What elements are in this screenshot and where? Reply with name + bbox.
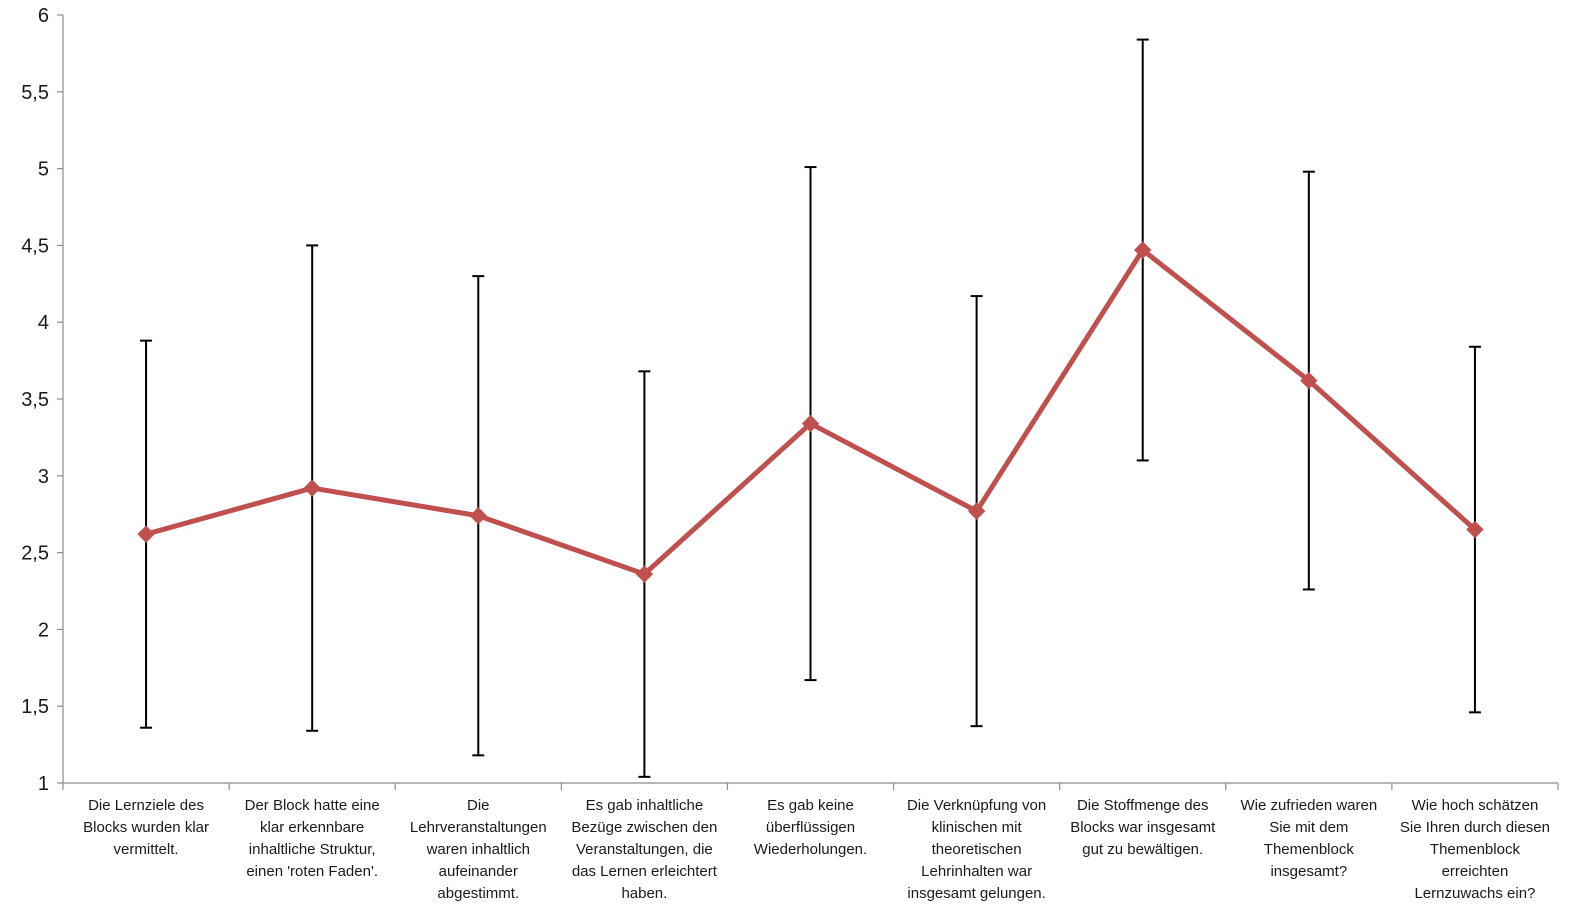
x-category-label-line: Themenblock: [1430, 841, 1521, 858]
x-category-label-line: theoretischen: [932, 841, 1022, 858]
x-category-label-line: insgesamt gelungen.: [907, 885, 1045, 902]
data-point-marker: [801, 414, 820, 433]
x-category-label-line: abgestimmt.: [437, 885, 519, 902]
y-tick-label: 6: [38, 5, 49, 27]
x-category-label-line: Wie hoch schätzen: [1412, 797, 1539, 814]
x-category-label-line: aufeinander: [439, 863, 518, 880]
x-category-label: Wie zufrieden waren Sie mit dem Themenbloc…: [1240, 797, 1377, 880]
x-category-label-line: Es gab inhaltliche: [586, 797, 704, 814]
x-category-label-line: Der Block hatte eine: [245, 797, 380, 814]
x-category-label-line: das Lernen erleichtert: [572, 863, 718, 880]
x-category-label-line: Wie zufrieden waren: [1240, 797, 1377, 814]
y-tick-label: 3: [38, 466, 49, 488]
x-category-label-line: Lehrinhalten war: [921, 863, 1032, 880]
x-category-label-line: Es gab keine: [767, 797, 854, 814]
x-category-label-line: Die Verknüpfung von: [907, 797, 1046, 814]
data-point-marker: [1134, 241, 1152, 259]
x-category-label-line: vermittelt.: [114, 841, 179, 858]
x-category-label-line: Lernzuwachs ein?: [1414, 885, 1535, 902]
x-category-label: Der Block hatte eine klar erkennbare inhal…: [245, 797, 380, 880]
x-category-label-line: klinischen mit: [932, 819, 1023, 836]
data-point-marker: [303, 479, 321, 497]
x-axis-ticks: Die Lernziele des Blocks wurden klar vermi…: [62, 783, 1559, 902]
x-category-label-line: Wiederholungen.: [754, 841, 867, 858]
y-tick-label: 5: [38, 159, 49, 181]
y-axis-ticks: 1 1,5 2 2,5 3 3,5 4 4,5 5 5,5 6: [21, 5, 63, 795]
x-category-label-line: erreichten: [1442, 863, 1509, 880]
x-category-label-line: Veranstaltungen, die: [576, 841, 713, 858]
data-point-marker: [967, 502, 986, 520]
y-tick-label: 1,5: [21, 696, 49, 718]
y-tick-label: 2,5: [21, 543, 49, 565]
y-tick-label: 3,5: [21, 389, 49, 411]
x-category-label: Es gab keine überflüssigen Wiederholungen.: [754, 797, 867, 858]
data-point-marker: [635, 565, 654, 583]
x-category-label-line: Die Stoffmenge des: [1077, 797, 1208, 814]
x-category-label-line: insgesamt?: [1270, 863, 1347, 880]
x-category-label-line: Die: [467, 797, 490, 814]
x-category-label-line: Sie mit dem: [1269, 819, 1348, 836]
x-category-label: Die Verknüpfung von klinischen mit theoret…: [907, 797, 1046, 902]
x-category-label-line: Sie Ihren durch diesen: [1400, 819, 1550, 836]
y-tick-label: 1: [38, 773, 49, 795]
x-category-label: Es gab inhaltliche Bezüge zwischen den Ver…: [571, 797, 717, 902]
data-point-marker: [469, 507, 487, 525]
x-category-label-line: inhaltliche Struktur,: [249, 841, 376, 858]
x-category-label-line: Themenblock: [1264, 841, 1355, 858]
x-category-label-line: klar erkennbare: [260, 819, 364, 836]
x-category-label-line: gut zu bewältigen.: [1082, 841, 1203, 858]
x-category-label-line: Lehrveranstaltungen: [410, 819, 547, 836]
x-category-label: Die Lehrveranstaltungen waren inhaltlich au…: [410, 797, 547, 902]
error-bars: [140, 38, 1481, 778]
x-category-label: Wie hoch schätzen Sie Ihren durch diesen T…: [1400, 797, 1550, 902]
x-category-label-line: Blocks wurden klar: [83, 819, 209, 836]
y-tick-label: 4: [38, 312, 49, 334]
y-tick-label: 4,5: [21, 235, 49, 257]
x-category-label-line: Die Lernziele des: [88, 797, 204, 814]
x-category-label-line: einen 'roten Faden'.: [246, 863, 378, 880]
x-category-label-line: haben.: [621, 885, 667, 902]
data-point-marker: [1300, 371, 1318, 390]
data-markers: [137, 241, 1484, 583]
x-category-label-line: überflüssigen: [766, 819, 855, 836]
data-point-marker: [1466, 520, 1484, 539]
x-category-label-line: Bezüge zwischen den: [571, 819, 717, 836]
x-category-label-line: Blocks war insgesamt: [1070, 819, 1216, 836]
x-category-label: Die Lernziele des Blocks wurden klar vermi…: [83, 797, 209, 858]
x-category-label-line: waren inhaltlich: [426, 841, 530, 858]
x-category-label: Die Stoffmenge des Blocks war insgesamt gu…: [1070, 797, 1216, 858]
data-point-marker: [137, 525, 155, 543]
y-tick-label: 2: [38, 619, 49, 641]
y-tick-label: 5,5: [21, 82, 49, 104]
